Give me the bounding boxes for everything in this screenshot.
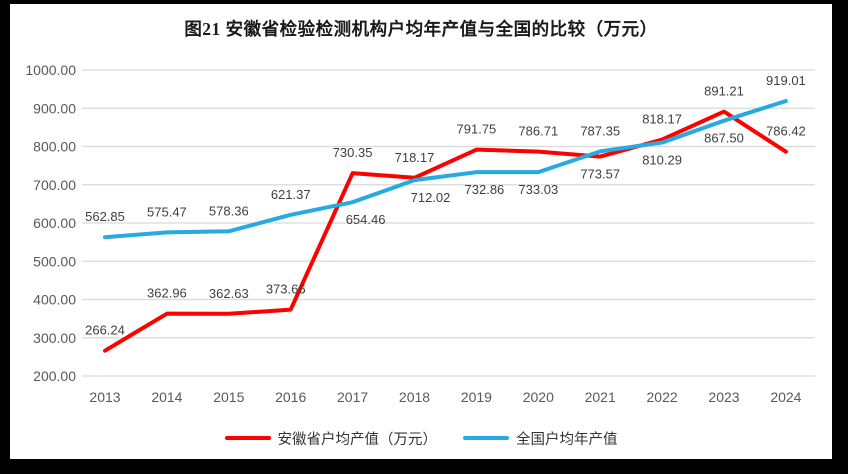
data-label: 575.47 (147, 204, 187, 219)
y-tick-label: 800.00 (33, 139, 76, 155)
x-tick-label: 2013 (89, 389, 120, 405)
legend-label-national: 全国户均年产值 (516, 431, 618, 448)
blue-series-line-icon (463, 436, 509, 440)
data-label: 654.46 (346, 212, 386, 227)
x-tick-label: 2015 (213, 389, 244, 405)
x-tick-label: 2017 (337, 389, 368, 405)
data-label: 818.17 (642, 112, 682, 127)
x-tick-label: 2019 (461, 389, 492, 405)
red-series-line-icon (224, 436, 271, 440)
x-tick-label: 2014 (151, 389, 182, 405)
y-tick-label: 500.00 (33, 253, 76, 269)
y-tick-label: 1000.00 (25, 62, 76, 78)
data-label: 562.85 (85, 209, 125, 224)
data-label: 362.63 (209, 286, 249, 301)
data-label: 786.42 (766, 124, 806, 139)
y-tick-label: 400.00 (33, 292, 76, 308)
data-label: 362.96 (147, 286, 187, 301)
data-label: 730.35 (333, 145, 373, 160)
x-tick-label: 2024 (770, 389, 801, 405)
data-label: 621.37 (271, 187, 311, 202)
chart-legend: 安徽省户均产值（万元） 全国户均年产值 (10, 426, 832, 450)
y-tick-label: 700.00 (33, 177, 76, 193)
x-tick-label: 2018 (399, 389, 430, 405)
data-label: 919.01 (766, 73, 806, 88)
anhui-series-line (103, 109, 788, 353)
legend-label-anhui: 安徽省户均产值（万元） (277, 431, 438, 448)
data-label: 786.71 (518, 124, 558, 139)
national-series-line (103, 98, 788, 240)
data-label: 373.66 (266, 282, 306, 297)
y-tick-label: 200.00 (33, 368, 76, 384)
data-label: 718.17 (395, 150, 435, 165)
chart-title: 图21 安徽省检验检测机构户均年产值与全国的比较（万元） (184, 19, 658, 39)
x-tick-label: 2016 (275, 389, 306, 405)
data-label: 891.21 (704, 84, 744, 99)
data-label: 810.29 (642, 153, 682, 168)
x-tick-label: 2020 (523, 389, 554, 405)
legend-item-national: 全国户均年产值 (463, 428, 618, 449)
x-tick-label: 2021 (585, 389, 616, 405)
data-label: 712.02 (411, 190, 451, 205)
data-label: 867.50 (704, 131, 744, 146)
data-label: 773.57 (580, 167, 620, 182)
data-label: 787.35 (580, 123, 620, 138)
y-tick-label: 900.00 (33, 100, 76, 116)
chart-page-background (10, 4, 832, 459)
y-tick-label: 600.00 (33, 215, 76, 231)
x-tick-label: 2023 (708, 389, 739, 405)
data-label: 266.24 (85, 323, 125, 338)
data-label: 791.75 (457, 122, 497, 137)
data-label: 733.03 (518, 182, 558, 197)
x-tick-label: 2022 (647, 389, 678, 405)
y-tick-label: 300.00 (33, 330, 76, 346)
data-label: 578.36 (209, 203, 249, 218)
data-label: 732.86 (465, 182, 505, 197)
legend-item-anhui: 安徽省户均产值（万元） (224, 428, 438, 449)
